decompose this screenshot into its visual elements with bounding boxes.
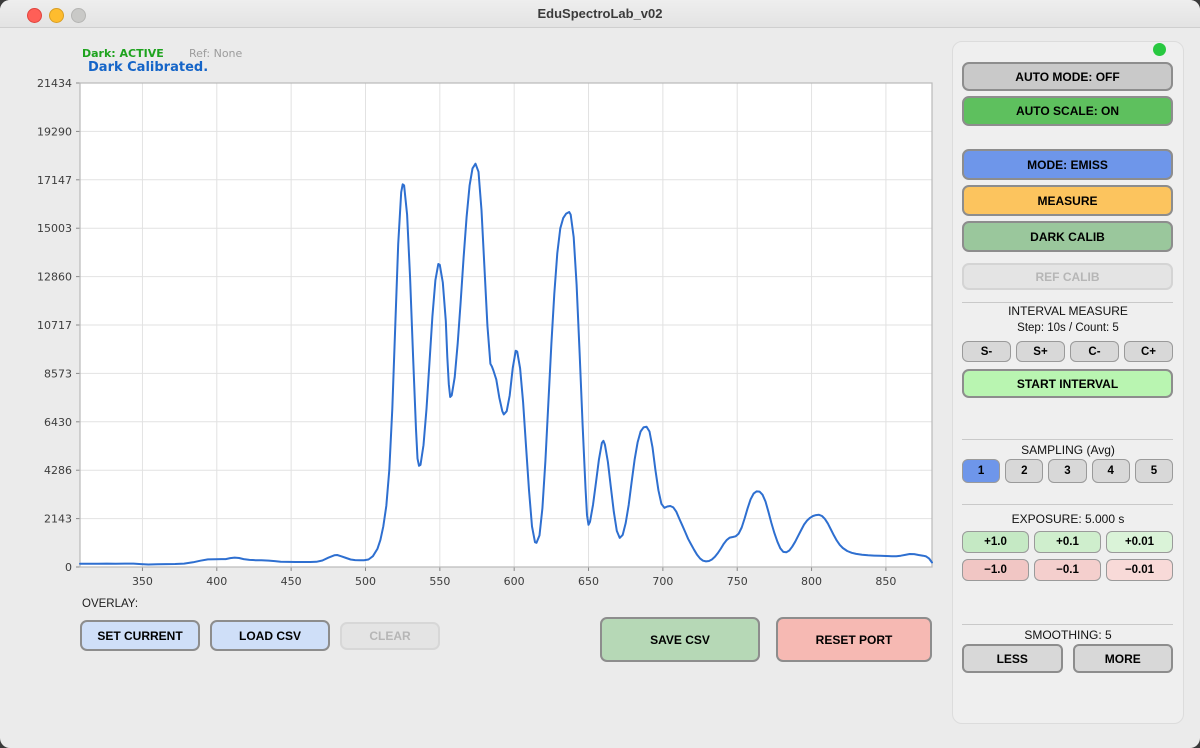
control-panel: AUTO MODE: OFF AUTO SCALE: ON MODE: EMIS… bbox=[952, 41, 1184, 724]
exposure-plus-0.1-button[interactable]: +0.1 bbox=[1034, 531, 1101, 553]
y-tick-label: 17147 bbox=[37, 174, 72, 187]
step-plus-button[interactable]: S+ bbox=[1016, 341, 1065, 362]
step-minus-button[interactable]: S- bbox=[962, 341, 1011, 362]
auto-mode-button[interactable]: AUTO MODE: OFF bbox=[962, 62, 1173, 91]
spectrum-line bbox=[79, 162, 933, 566]
y-tick-label: 8573 bbox=[44, 367, 72, 380]
ref-status-text: Ref: None bbox=[189, 47, 243, 60]
y-tick-label: 19290 bbox=[37, 125, 72, 138]
minimize-button[interactable] bbox=[49, 8, 64, 23]
window-title: EduSpectroLab_v02 bbox=[537, 6, 663, 21]
x-tick-label: 850 bbox=[875, 575, 896, 588]
exposure-minus-0.1-button[interactable]: −0.1 bbox=[1034, 559, 1101, 581]
divider bbox=[962, 504, 1173, 505]
exposure-minus-1.0-button[interactable]: −1.0 bbox=[962, 559, 1029, 581]
x-tick-label: 350 bbox=[132, 575, 153, 588]
x-tick-label: 750 bbox=[727, 575, 748, 588]
x-tick-label: 600 bbox=[504, 575, 525, 588]
measure-button[interactable]: MEASURE bbox=[962, 185, 1173, 216]
plot-area bbox=[80, 83, 932, 567]
close-button[interactable] bbox=[27, 8, 42, 23]
overlay-label: OVERLAY: bbox=[82, 598, 139, 610]
count-plus-button[interactable]: C+ bbox=[1124, 341, 1173, 362]
clear-overlay-button: CLEAR bbox=[340, 622, 440, 650]
y-tick-label: 0 bbox=[65, 561, 72, 574]
y-tick-label: 15003 bbox=[37, 222, 72, 235]
sampling-4-button[interactable]: 4 bbox=[1091, 459, 1130, 483]
exposure-plus-row: +1.0 +0.1 +0.01 bbox=[962, 531, 1173, 553]
sampling-2-button[interactable]: 2 bbox=[1005, 459, 1044, 483]
x-tick-label: 800 bbox=[801, 575, 822, 588]
divider bbox=[962, 624, 1173, 625]
save-csv-button[interactable]: SAVE CSV bbox=[600, 617, 760, 662]
interval-step-count-label: Step: 10s / Count: 5 bbox=[1017, 322, 1119, 334]
sampling-row: 1 2 3 4 5 bbox=[962, 459, 1174, 483]
dark-calib-button[interactable]: DARK CALIB bbox=[962, 221, 1173, 252]
y-tick-label: 21434 bbox=[37, 77, 72, 90]
divider bbox=[962, 439, 1173, 440]
connection-status-dot bbox=[1153, 43, 1166, 56]
auto-scale-button[interactable]: AUTO SCALE: ON bbox=[962, 96, 1173, 126]
smoothing-row: LESS MORE bbox=[962, 644, 1173, 673]
exposure-plus-0.01-button[interactable]: +0.01 bbox=[1106, 531, 1173, 553]
load-csv-button[interactable]: LOAD CSV bbox=[210, 620, 330, 651]
smoothing-less-button[interactable]: LESS bbox=[962, 644, 1063, 673]
reset-port-button[interactable]: RESET PORT bbox=[776, 617, 932, 662]
interval-measure-title: INTERVAL MEASURE bbox=[1008, 304, 1128, 318]
sampling-1-button[interactable]: 1 bbox=[962, 459, 1001, 483]
count-minus-button[interactable]: C- bbox=[1070, 341, 1119, 362]
x-tick-label: 650 bbox=[578, 575, 599, 588]
exposure-minus-row: −1.0 −0.1 −0.01 bbox=[962, 559, 1173, 581]
y-tick-label: 12860 bbox=[37, 271, 72, 284]
fullscreen-button bbox=[71, 8, 86, 23]
smoothing-more-button[interactable]: MORE bbox=[1072, 644, 1173, 673]
exposure-minus-0.01-button[interactable]: −0.01 bbox=[1106, 559, 1173, 581]
sampling-3-button[interactable]: 3 bbox=[1048, 459, 1087, 483]
ref-calib-button: REF CALIB bbox=[962, 263, 1173, 290]
x-tick-label: 550 bbox=[429, 575, 450, 588]
y-tick-label: 4286 bbox=[44, 464, 72, 477]
y-tick-label: 2143 bbox=[44, 513, 72, 526]
y-tick-label: 6430 bbox=[44, 416, 72, 429]
dark-status-text: Dark: ACTIVE bbox=[82, 47, 164, 60]
calibration-status-text: Dark Calibrated. bbox=[88, 60, 209, 75]
smoothing-title: SMOOTHING: 5 bbox=[1024, 628, 1112, 642]
interval-adjust-row: S- S+ C- C+ bbox=[962, 341, 1173, 362]
mode-button[interactable]: MODE: EMISS bbox=[962, 149, 1173, 180]
exposure-plus-1.0-button[interactable]: +1.0 bbox=[962, 531, 1029, 553]
sampling-title: SAMPLING (Avg) bbox=[1021, 443, 1115, 457]
y-tick-label: 10717 bbox=[37, 319, 72, 332]
start-interval-button[interactable]: START INTERVAL bbox=[962, 369, 1173, 398]
divider bbox=[962, 302, 1173, 303]
exposure-title: EXPOSURE: 5.000 s bbox=[1011, 512, 1125, 526]
x-tick-label: 700 bbox=[652, 575, 673, 588]
plot-border bbox=[79, 82, 933, 568]
x-tick-label: 500 bbox=[355, 575, 376, 588]
x-tick-label: 450 bbox=[281, 575, 302, 588]
sampling-5-button[interactable]: 5 bbox=[1134, 459, 1174, 483]
x-tick-label: 400 bbox=[206, 575, 227, 588]
traffic-lights bbox=[27, 8, 86, 23]
set-current-button[interactable]: SET CURRENT bbox=[80, 620, 200, 651]
titlebar: EduSpectroLab_v02 bbox=[0, 0, 1200, 28]
